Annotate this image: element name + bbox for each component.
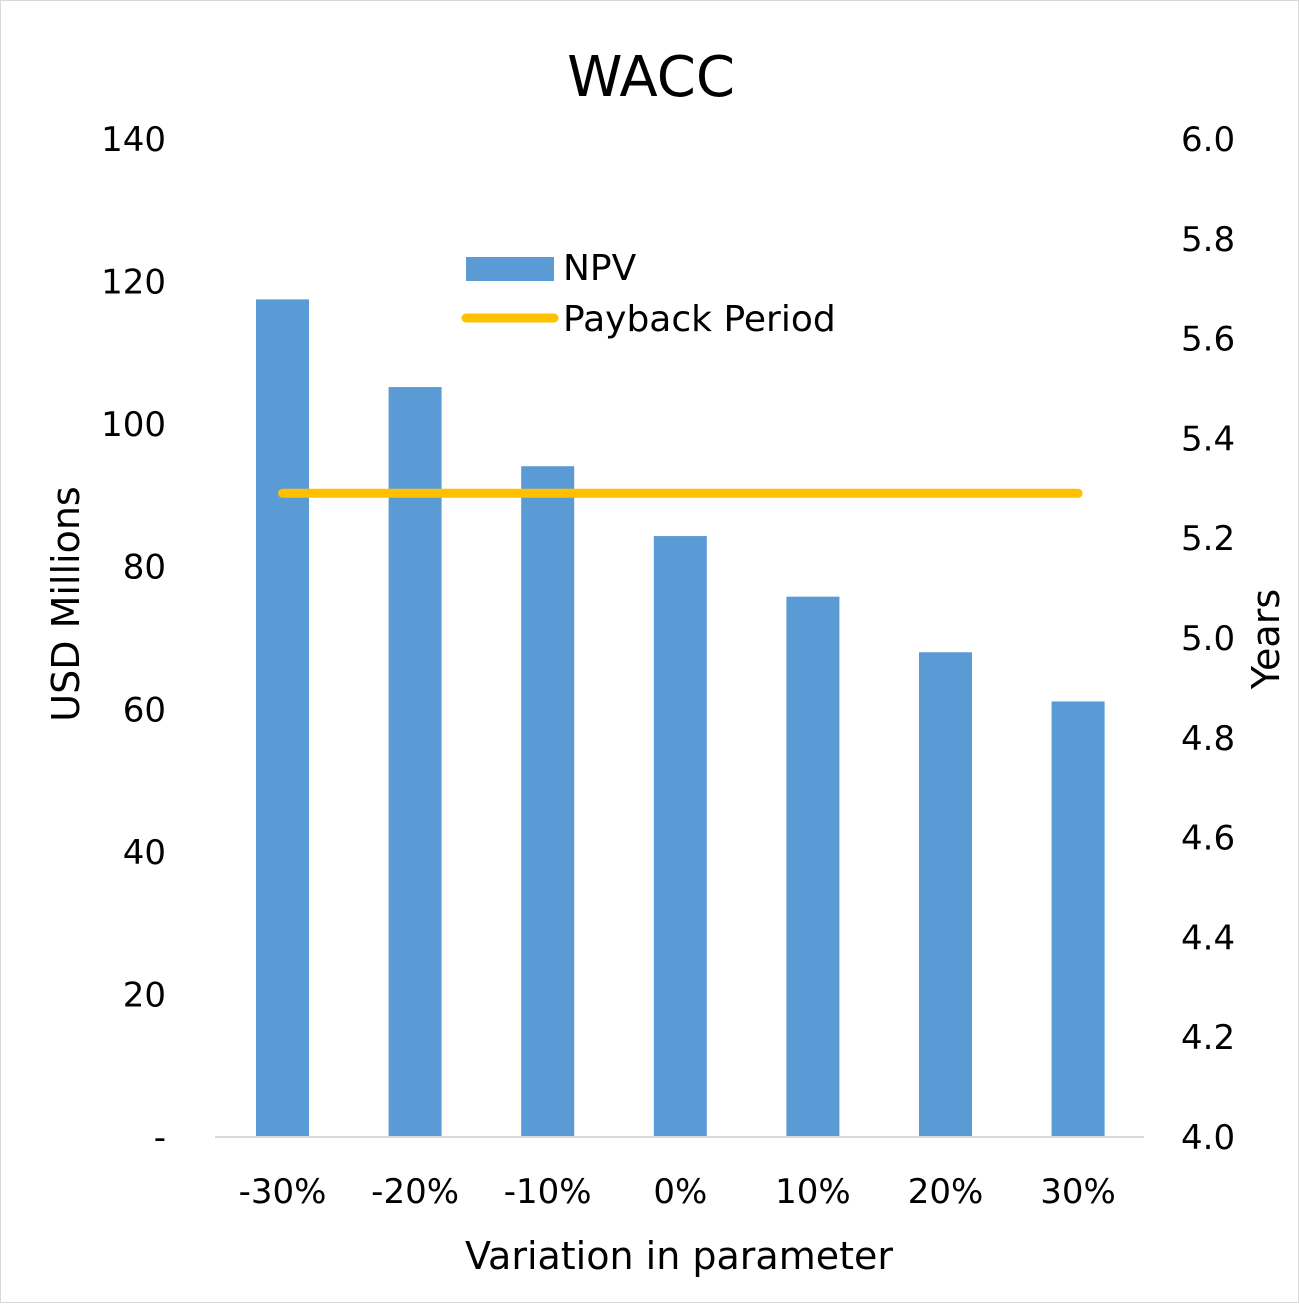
chart-title: WACC (567, 45, 735, 110)
npv-bars (256, 299, 1105, 1138)
y-tick-label: 20 (123, 975, 166, 1015)
y2-tick-label: 4.4 (1181, 918, 1235, 958)
legend-label-payback: Payback Period (563, 299, 836, 340)
y-axis-right-ticks: 4.0 4.2 4.4 4.6 4.8 5.0 5.2 5.4 5.6 5.8 6.0 (1181, 120, 1235, 1158)
y2-tick-label: 5.0 (1181, 619, 1235, 659)
y2-tick-label: 5.2 (1181, 519, 1235, 559)
x-axis-ticks: -30% -20% -10% 0% 10% 20% 30% (239, 1172, 1116, 1212)
npv-bar (388, 387, 442, 1137)
npv-bar (919, 652, 972, 1137)
y2-tick-label: 5.4 (1181, 419, 1235, 459)
y2-tick-label: 5.8 (1181, 220, 1235, 260)
y2-tick-label: 4.6 (1181, 819, 1235, 859)
y-axis-right-title: Years (1244, 589, 1288, 690)
legend-label-npv: NPV (563, 248, 637, 289)
y2-tick-label: 4.8 (1181, 719, 1235, 759)
legend: NPV Payback Period (461, 248, 836, 340)
y-tick-label: 80 (123, 548, 166, 588)
y2-tick-label: 4.0 (1181, 1118, 1235, 1158)
npv-bar (256, 299, 309, 1138)
y-tick-label: - (154, 1118, 166, 1158)
x-tick-label: -30% (239, 1172, 327, 1212)
x-tick-label: -20% (371, 1172, 459, 1212)
y-tick-label: 60 (123, 690, 166, 730)
y-tick-label: 140 (101, 120, 166, 160)
npv-bar (653, 536, 707, 1137)
npv-bar (786, 596, 840, 1137)
x-tick-label: 20% (908, 1172, 984, 1212)
y-axis-left-title: USD Millions (44, 486, 88, 721)
x-tick-label: 10% (775, 1172, 851, 1212)
legend-swatch-npv (466, 257, 554, 281)
y-axis-left-ticks: - 20 40 60 80 100 120 140 (101, 120, 166, 1158)
y-tick-label: 120 (101, 263, 166, 303)
x-axis-title: Variation in parameter (465, 1234, 893, 1278)
npv-bar (521, 466, 575, 1137)
x-tick-label: -10% (504, 1172, 592, 1212)
y-tick-label: 40 (123, 833, 166, 873)
y-tick-label: 100 (101, 405, 166, 445)
y2-tick-label: 6.0 (1181, 120, 1235, 160)
y2-tick-label: 5.6 (1181, 320, 1235, 360)
npv-bar (1051, 701, 1105, 1137)
x-tick-label: 30% (1040, 1172, 1116, 1212)
y2-tick-label: 4.2 (1181, 1018, 1235, 1058)
x-tick-label: 0% (653, 1172, 707, 1212)
